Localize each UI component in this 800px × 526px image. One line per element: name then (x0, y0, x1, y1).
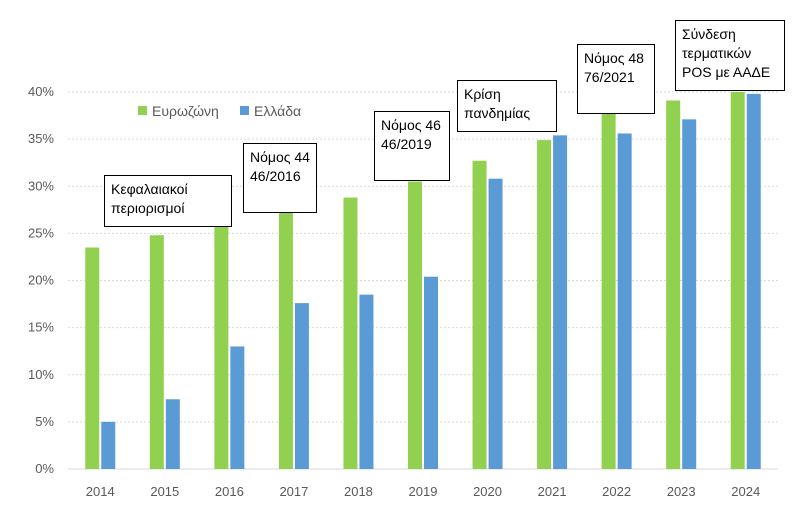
bar-eurozone-2016 (214, 223, 229, 469)
bar-greece-2023 (682, 119, 697, 470)
y-axis-ticks: 0% 5% 10% 15% 20% 25% 30% 35% 40% (28, 84, 54, 476)
bar-greece-2015 (165, 399, 180, 469)
legend-label-greece: Ελλάδα (254, 103, 301, 119)
y-tick-label: 5% (35, 414, 54, 429)
annotation-pandemic-crisis: Κρίση πανδημίας (457, 80, 557, 132)
bar-eurozone-2017 (278, 212, 293, 469)
x-tick-label: 2022 (602, 484, 631, 499)
y-tick-label: 15% (28, 320, 54, 335)
x-tick-label: 2023 (667, 484, 696, 499)
y-tick-label: 40% (28, 84, 54, 99)
bar-greece-2024 (746, 93, 761, 469)
x-tick-label: 2019 (409, 484, 438, 499)
x-tick-label: 2020 (473, 484, 502, 499)
legend-label-eurozone: Ευρωζώνη (152, 103, 219, 119)
bar-greece-2016 (230, 346, 245, 469)
annotation-law-4646-2019: Νόμος 4646/2019 (374, 111, 450, 181)
y-tick-label: 25% (28, 225, 54, 240)
bar-eurozone-2018 (343, 197, 358, 469)
x-tick-label: 2017 (279, 484, 308, 499)
bar-eurozone-2015 (149, 235, 164, 469)
y-tick-label: 10% (28, 367, 54, 382)
annotation-capital-controls: Κεφαλαιακοί περιορισμοί (104, 175, 232, 227)
gridlines (68, 91, 778, 470)
bar-eurozone-2023 (666, 100, 681, 470)
x-tick-label: 2016 (215, 484, 244, 499)
y-tick-label: 35% (28, 131, 54, 146)
bar-greece-2020 (488, 178, 503, 469)
bar-eurozone-2022 (601, 113, 616, 470)
bar-eurozone-2021 (537, 140, 552, 469)
bar-greece-2014 (101, 421, 116, 469)
bar-eurozone-2019 (408, 181, 422, 469)
bar-greece-2022 (617, 133, 632, 469)
y-tick-label: 30% (28, 178, 54, 193)
x-tick-label: 2021 (538, 484, 567, 499)
x-tick-label: 2024 (731, 484, 760, 499)
x-tick-label: 2015 (150, 484, 179, 499)
bar-greece-2018 (359, 294, 374, 469)
annotation-law-4876-2021: Νόμος 4876/2021 (577, 44, 655, 114)
bar-eurozone-2024 (730, 92, 745, 469)
legend-swatch-eurozone (138, 106, 147, 115)
legend-swatch-greece (240, 106, 249, 115)
x-axis-ticks: 2014 2015 2016 2017 2018 2019 2020 2021 2022 2023… (86, 484, 760, 499)
annotation-law-4446-2016: Νόμος 4446/2016 (243, 143, 317, 213)
bar-greece-2021 (553, 135, 568, 470)
bars (85, 92, 761, 470)
y-tick-label: 0% (35, 461, 54, 476)
legend: Ευρωζώνη Ελλάδα (138, 103, 301, 119)
bar-greece-2017 (294, 303, 309, 469)
x-tick-label: 2014 (86, 484, 115, 499)
bar-eurozone-2014 (85, 247, 100, 469)
y-tick-label: 20% (28, 273, 54, 288)
bar-eurozone-2020 (472, 160, 487, 470)
bar-greece-2019 (424, 276, 438, 469)
x-tick-label: 2018 (344, 484, 373, 499)
annotation-pos-aade-link: Σύνδεση τερματικών POS με ΑΑΔΕ (675, 20, 785, 91)
